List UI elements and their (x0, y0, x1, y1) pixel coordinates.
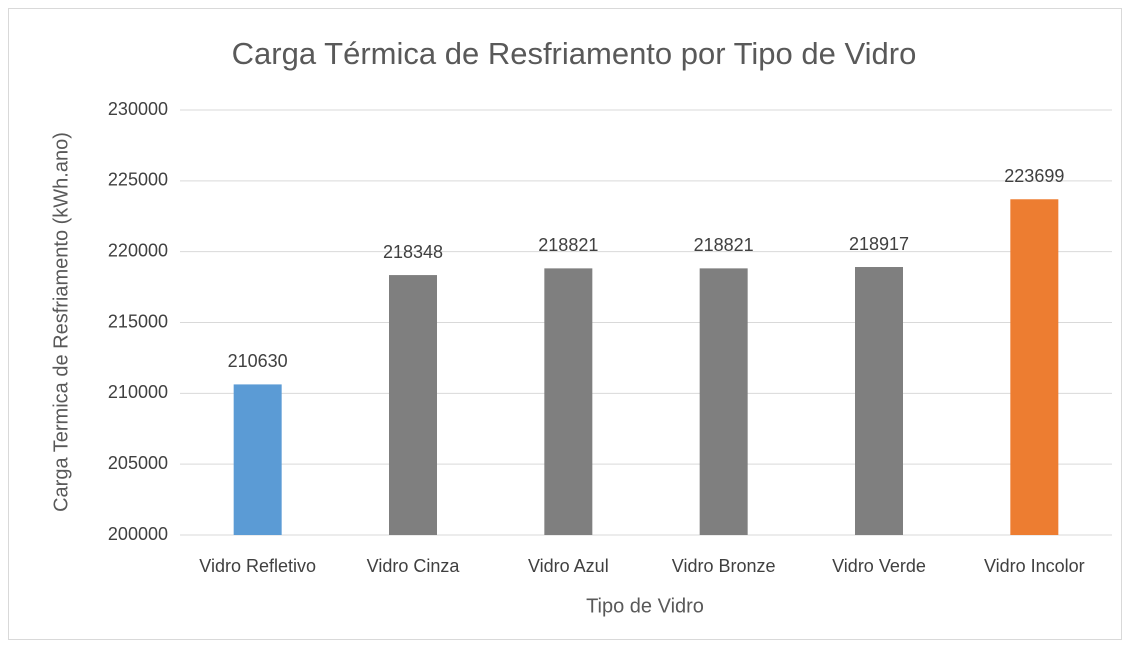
bar (389, 275, 437, 535)
bar (855, 267, 903, 535)
bar (544, 268, 593, 535)
y-tick-label: 225000 (108, 170, 168, 190)
x-tick-label: Vidro Azul (528, 556, 609, 576)
data-label: 218821 (538, 235, 598, 255)
data-label: 218821 (694, 235, 754, 255)
data-label: 218348 (383, 242, 443, 262)
data-label: 218917 (849, 234, 909, 254)
x-tick-label: Vidro Bronze (672, 556, 776, 576)
y-tick-label: 200000 (108, 524, 168, 544)
bar (1010, 199, 1059, 535)
y-tick-label: 230000 (108, 99, 168, 119)
x-tick-label: Vidro Cinza (367, 556, 461, 576)
y-tick-label: 210000 (108, 382, 168, 402)
y-tick-label: 205000 (108, 453, 168, 473)
x-tick-label: Vidro Refletivo (199, 556, 316, 576)
data-label: 223699 (1004, 166, 1064, 186)
bar (699, 268, 748, 535)
x-axis-label: Tipo de Vidro (586, 595, 704, 617)
x-tick-label: Vidro Incolor (984, 556, 1085, 576)
x-tick-label: Vidro Verde (832, 556, 926, 576)
chart-title: Carga Térmica de Resfriamento por Tipo d… (232, 36, 917, 71)
y-tick-label: 215000 (108, 311, 168, 331)
data-label: 210630 (228, 351, 288, 371)
y-axis-label: Carga Termica de Resfriamento (kWh.ano) (50, 132, 72, 512)
y-tick-label: 220000 (108, 240, 168, 260)
bar (233, 384, 282, 535)
